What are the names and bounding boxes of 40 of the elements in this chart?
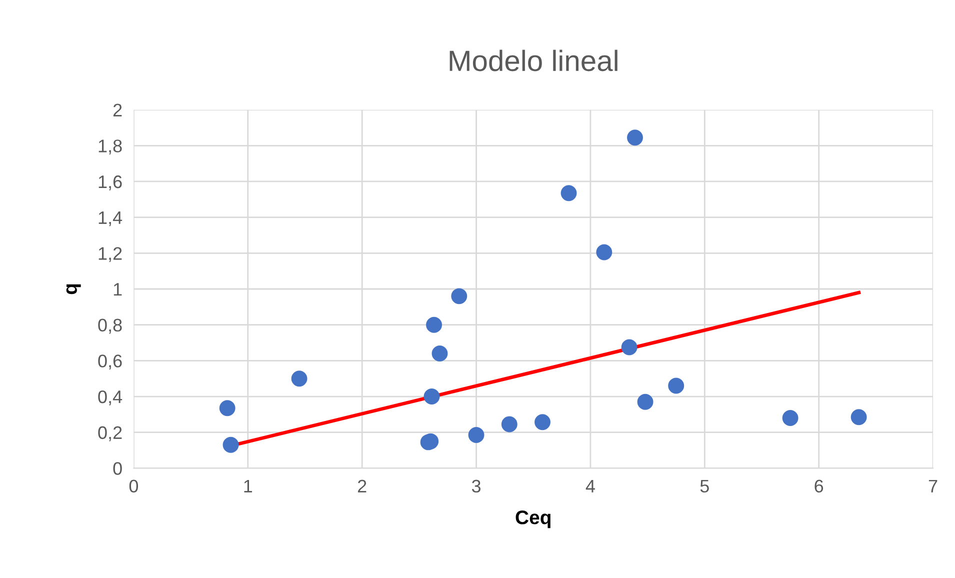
point xyxy=(424,388,440,404)
x-tick-label: 2 xyxy=(358,480,366,492)
y-tick-label: 1,6 xyxy=(98,175,122,190)
y-tick-label: 1,4 xyxy=(98,211,122,226)
point xyxy=(627,130,643,146)
point xyxy=(534,414,550,430)
point xyxy=(451,288,468,304)
point xyxy=(468,427,484,444)
point xyxy=(596,244,612,260)
x-tick-label: 5 xyxy=(700,480,709,493)
x-tick-label: 6 xyxy=(814,480,824,493)
point xyxy=(782,410,798,426)
y-tick-label: 0,2 xyxy=(98,426,122,442)
y-tick-label: 0 xyxy=(113,462,122,475)
point xyxy=(219,400,236,416)
chart-title: Modelo lineal xyxy=(450,50,618,72)
x-tick-label: 1 xyxy=(244,480,252,492)
x-tick-label: 7 xyxy=(928,480,938,492)
y-tick-label: 0,8 xyxy=(98,318,122,334)
point xyxy=(668,378,684,394)
point xyxy=(560,185,577,202)
point xyxy=(501,416,518,432)
x-tick-label: 4 xyxy=(586,480,595,492)
y-tick-label: 1 xyxy=(114,283,122,296)
point xyxy=(621,339,638,356)
point xyxy=(637,394,654,410)
y-tick-label: 2 xyxy=(113,104,122,116)
y-tick-label: 1,8 xyxy=(98,140,122,155)
y-tick-label: 1,2 xyxy=(98,247,122,262)
x-axis-title: Ceq xyxy=(516,510,550,528)
y-axis-title: q xyxy=(66,284,81,294)
y-tick-label: 0,6 xyxy=(98,354,122,370)
point xyxy=(291,370,308,387)
point xyxy=(222,436,239,453)
x-tick-label: 0 xyxy=(129,480,138,493)
point xyxy=(426,316,442,333)
x-tick-label: 3 xyxy=(472,480,480,493)
point xyxy=(850,409,867,426)
y-tick-label: 0,4 xyxy=(98,390,122,406)
point xyxy=(432,346,448,362)
